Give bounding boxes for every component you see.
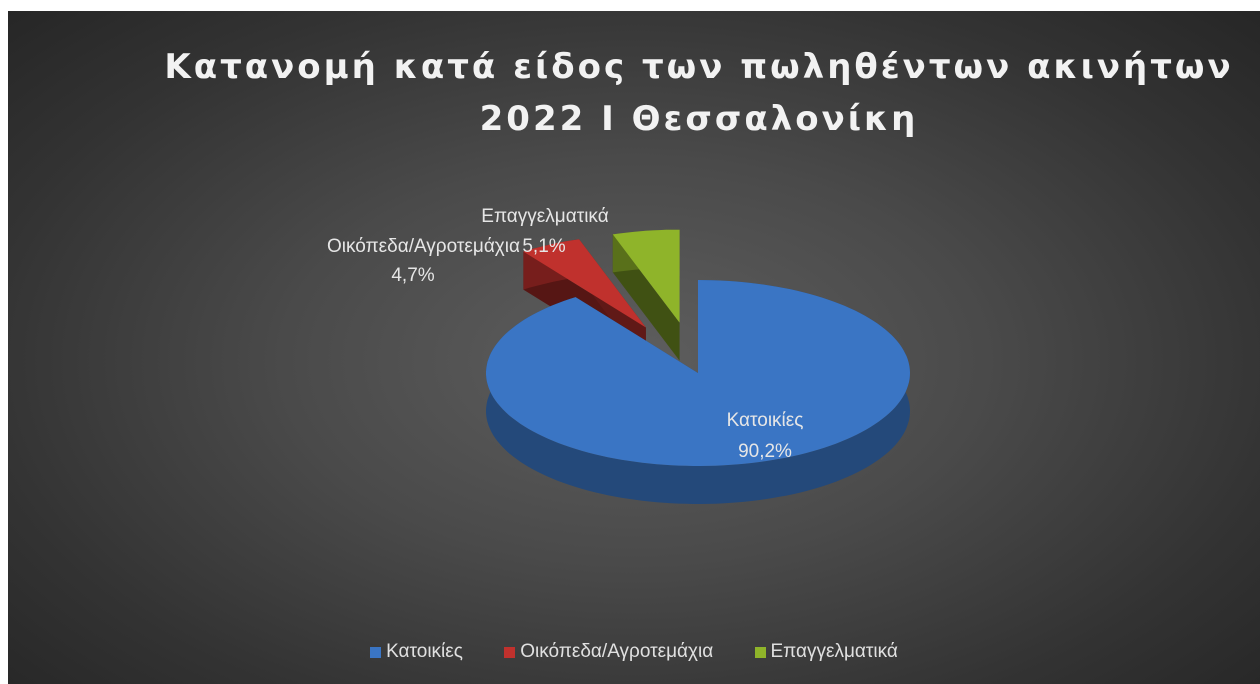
chart-area: Κατανομή κατά είδος των πωληθέντων ακινή… — [8, 11, 1260, 684]
data-label-epaggelmatika-value: 5,1% — [522, 236, 565, 257]
chart-title-line-2: 2022 Ι Θεσσαλονίκη — [479, 99, 919, 139]
slice-top-katoikies — [486, 280, 910, 466]
data-label-epaggelmatika-name: Επαγγελματικά — [481, 206, 608, 227]
pie-chart: Κατοικίες 90,2% Οικόπεδα/Αγροτεμάχια 4,7% Επ… — [327, 206, 910, 504]
data-label-oikopeda-name: Οικόπεδα/Αγροτεμάχια — [327, 236, 520, 257]
legend-swatch-oikopeda — [504, 646, 516, 658]
legend: Κατοικίες Οικόπεδα/Αγροτεμάχια Επαγγελμα… — [8, 641, 1260, 664]
legend-swatch-katoikies — [370, 646, 382, 658]
slice-top-epaggelmatika — [612, 229, 680, 323]
legend-label-oikopeda: Οικόπεδα/Αγροτεμάχια — [520, 641, 714, 662]
chart-title: Κατανομή κατά είδος των πωληθέντων ακινή… — [8, 41, 1260, 145]
pie-slice-katoikies — [486, 280, 910, 504]
chart-title-line-1: Κατανομή κατά είδος των πωληθέντων ακινή… — [164, 47, 1234, 87]
legend-label-katoikies: Κατοικίες — [386, 641, 463, 662]
slice-top-oikopeda — [523, 239, 646, 328]
legend-item-oikopeda: Οικόπεδα/Αγροτεμάχια — [504, 641, 713, 663]
data-label-katoikies-value: 90,2% — [738, 441, 792, 462]
data-label-katoikies-name: Κατοικίες — [727, 410, 804, 431]
legend-item-epaggelmatika: Επαγγελματικά — [754, 641, 898, 663]
legend-label-epaggelmatika: Επαγγελματικά — [770, 641, 898, 662]
legend-swatch-epaggelmatika — [754, 646, 766, 658]
data-label-oikopeda-value: 4,7% — [391, 265, 434, 286]
legend-item-katoikies: Κατοικίες — [370, 641, 463, 663]
pie-slice-epaggelmatika — [612, 229, 680, 361]
